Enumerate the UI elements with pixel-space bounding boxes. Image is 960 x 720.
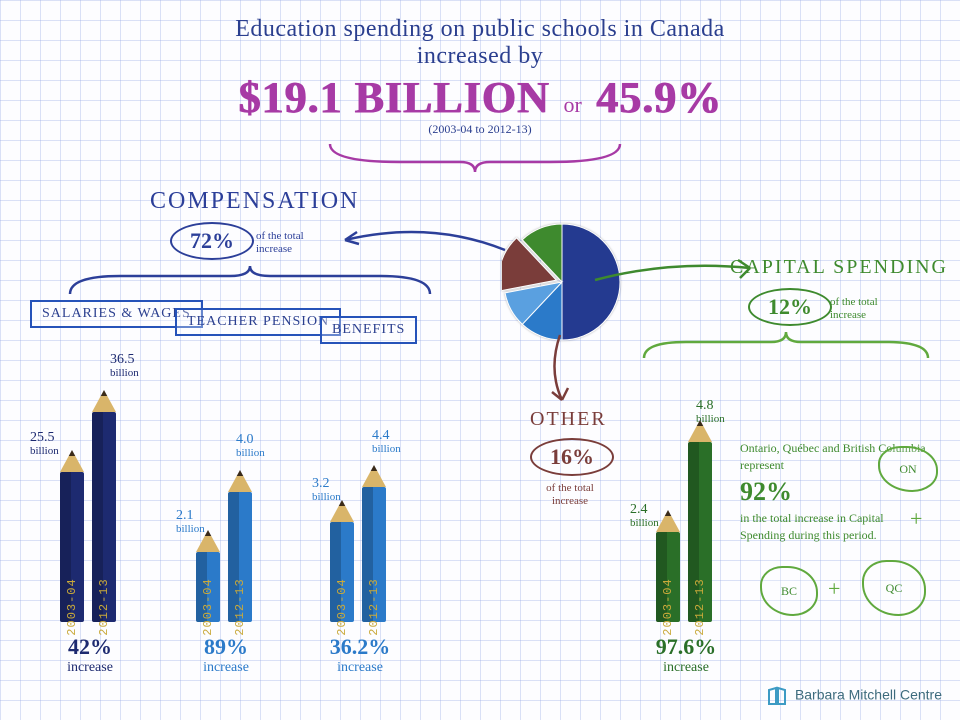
box-benefits: BENEFITS bbox=[320, 316, 417, 344]
headline-brace bbox=[320, 134, 630, 174]
inc-cap: 97.6%increase bbox=[626, 634, 746, 676]
compensation-label: COMPENSATION bbox=[150, 188, 359, 215]
pencil-pen-2: 2012-13 bbox=[228, 492, 252, 622]
capital-label: CAPITAL SPENDING bbox=[730, 256, 948, 279]
pencil-pen-1: 2003-04 bbox=[196, 552, 220, 622]
arrow-to-compensation bbox=[330, 210, 520, 270]
headline-pct: 45.9% bbox=[596, 72, 722, 123]
pencil-sal-2: 2012-13 bbox=[92, 412, 116, 622]
capital-brace bbox=[636, 330, 936, 366]
val-cap-1: 2.4billion bbox=[630, 502, 659, 529]
title-line-1: Education spending on public schools in … bbox=[0, 16, 960, 43]
val-pen-2: 4.0billion bbox=[236, 432, 265, 459]
inc-ben: 36.2%increase bbox=[300, 634, 420, 676]
province-bc: BC bbox=[760, 566, 818, 616]
val-pen-1: 2.1billion bbox=[176, 508, 205, 535]
val-ben-1: 3.2billion bbox=[312, 476, 341, 503]
val-ben-2: 4.4billion bbox=[372, 428, 401, 455]
pencil-ben-1: 2003-04 bbox=[330, 522, 354, 622]
headline-amount: $19.1 BILLION bbox=[238, 72, 549, 123]
pencil-cap-1: 2003-04 bbox=[656, 532, 680, 622]
capital-pct-caption: of the total increase bbox=[830, 296, 910, 322]
headline: $19.1 BILLION or 45.9% bbox=[0, 72, 960, 123]
val-sal-2: 36.5billion bbox=[110, 352, 139, 379]
province-qc: QC bbox=[862, 560, 926, 616]
headline-or: or bbox=[563, 92, 581, 117]
box-pension: TEACHER PENSION bbox=[175, 308, 341, 336]
compensation-brace bbox=[60, 264, 440, 304]
other-label: OTHER bbox=[530, 408, 607, 431]
capital-pct: 12% bbox=[748, 288, 832, 326]
page-title-block: Education spending on public schools in … bbox=[0, 16, 960, 70]
plus-icon: + bbox=[910, 506, 922, 532]
logo-text: Barbara Mitchell Centre bbox=[795, 687, 942, 703]
inc-pen: 89%increase bbox=[166, 634, 286, 676]
capital-note-post: in the total increase in Capital Spendin… bbox=[740, 511, 884, 542]
plus-icon: + bbox=[828, 576, 840, 602]
pencil-sal-1: 2003-04 bbox=[60, 472, 84, 622]
other-pct: 16% bbox=[530, 438, 614, 476]
other-pct-caption: of the total increase bbox=[530, 482, 610, 508]
pencil-ben-2: 2012-13 bbox=[362, 487, 386, 622]
logo: Barbara Mitchell Centre bbox=[767, 686, 942, 706]
arrow-to-other bbox=[540, 330, 580, 410]
logo-book-icon bbox=[767, 686, 787, 706]
title-line-2: increased by bbox=[0, 43, 960, 70]
val-sal-1: 25.5billion bbox=[30, 430, 59, 457]
compensation-pct: 72% bbox=[170, 222, 254, 260]
pencil-cap-2: 2012-13 bbox=[688, 442, 712, 622]
inc-sal: 42%increase bbox=[30, 634, 150, 676]
compensation-pct-caption: of the total increase bbox=[256, 230, 336, 256]
